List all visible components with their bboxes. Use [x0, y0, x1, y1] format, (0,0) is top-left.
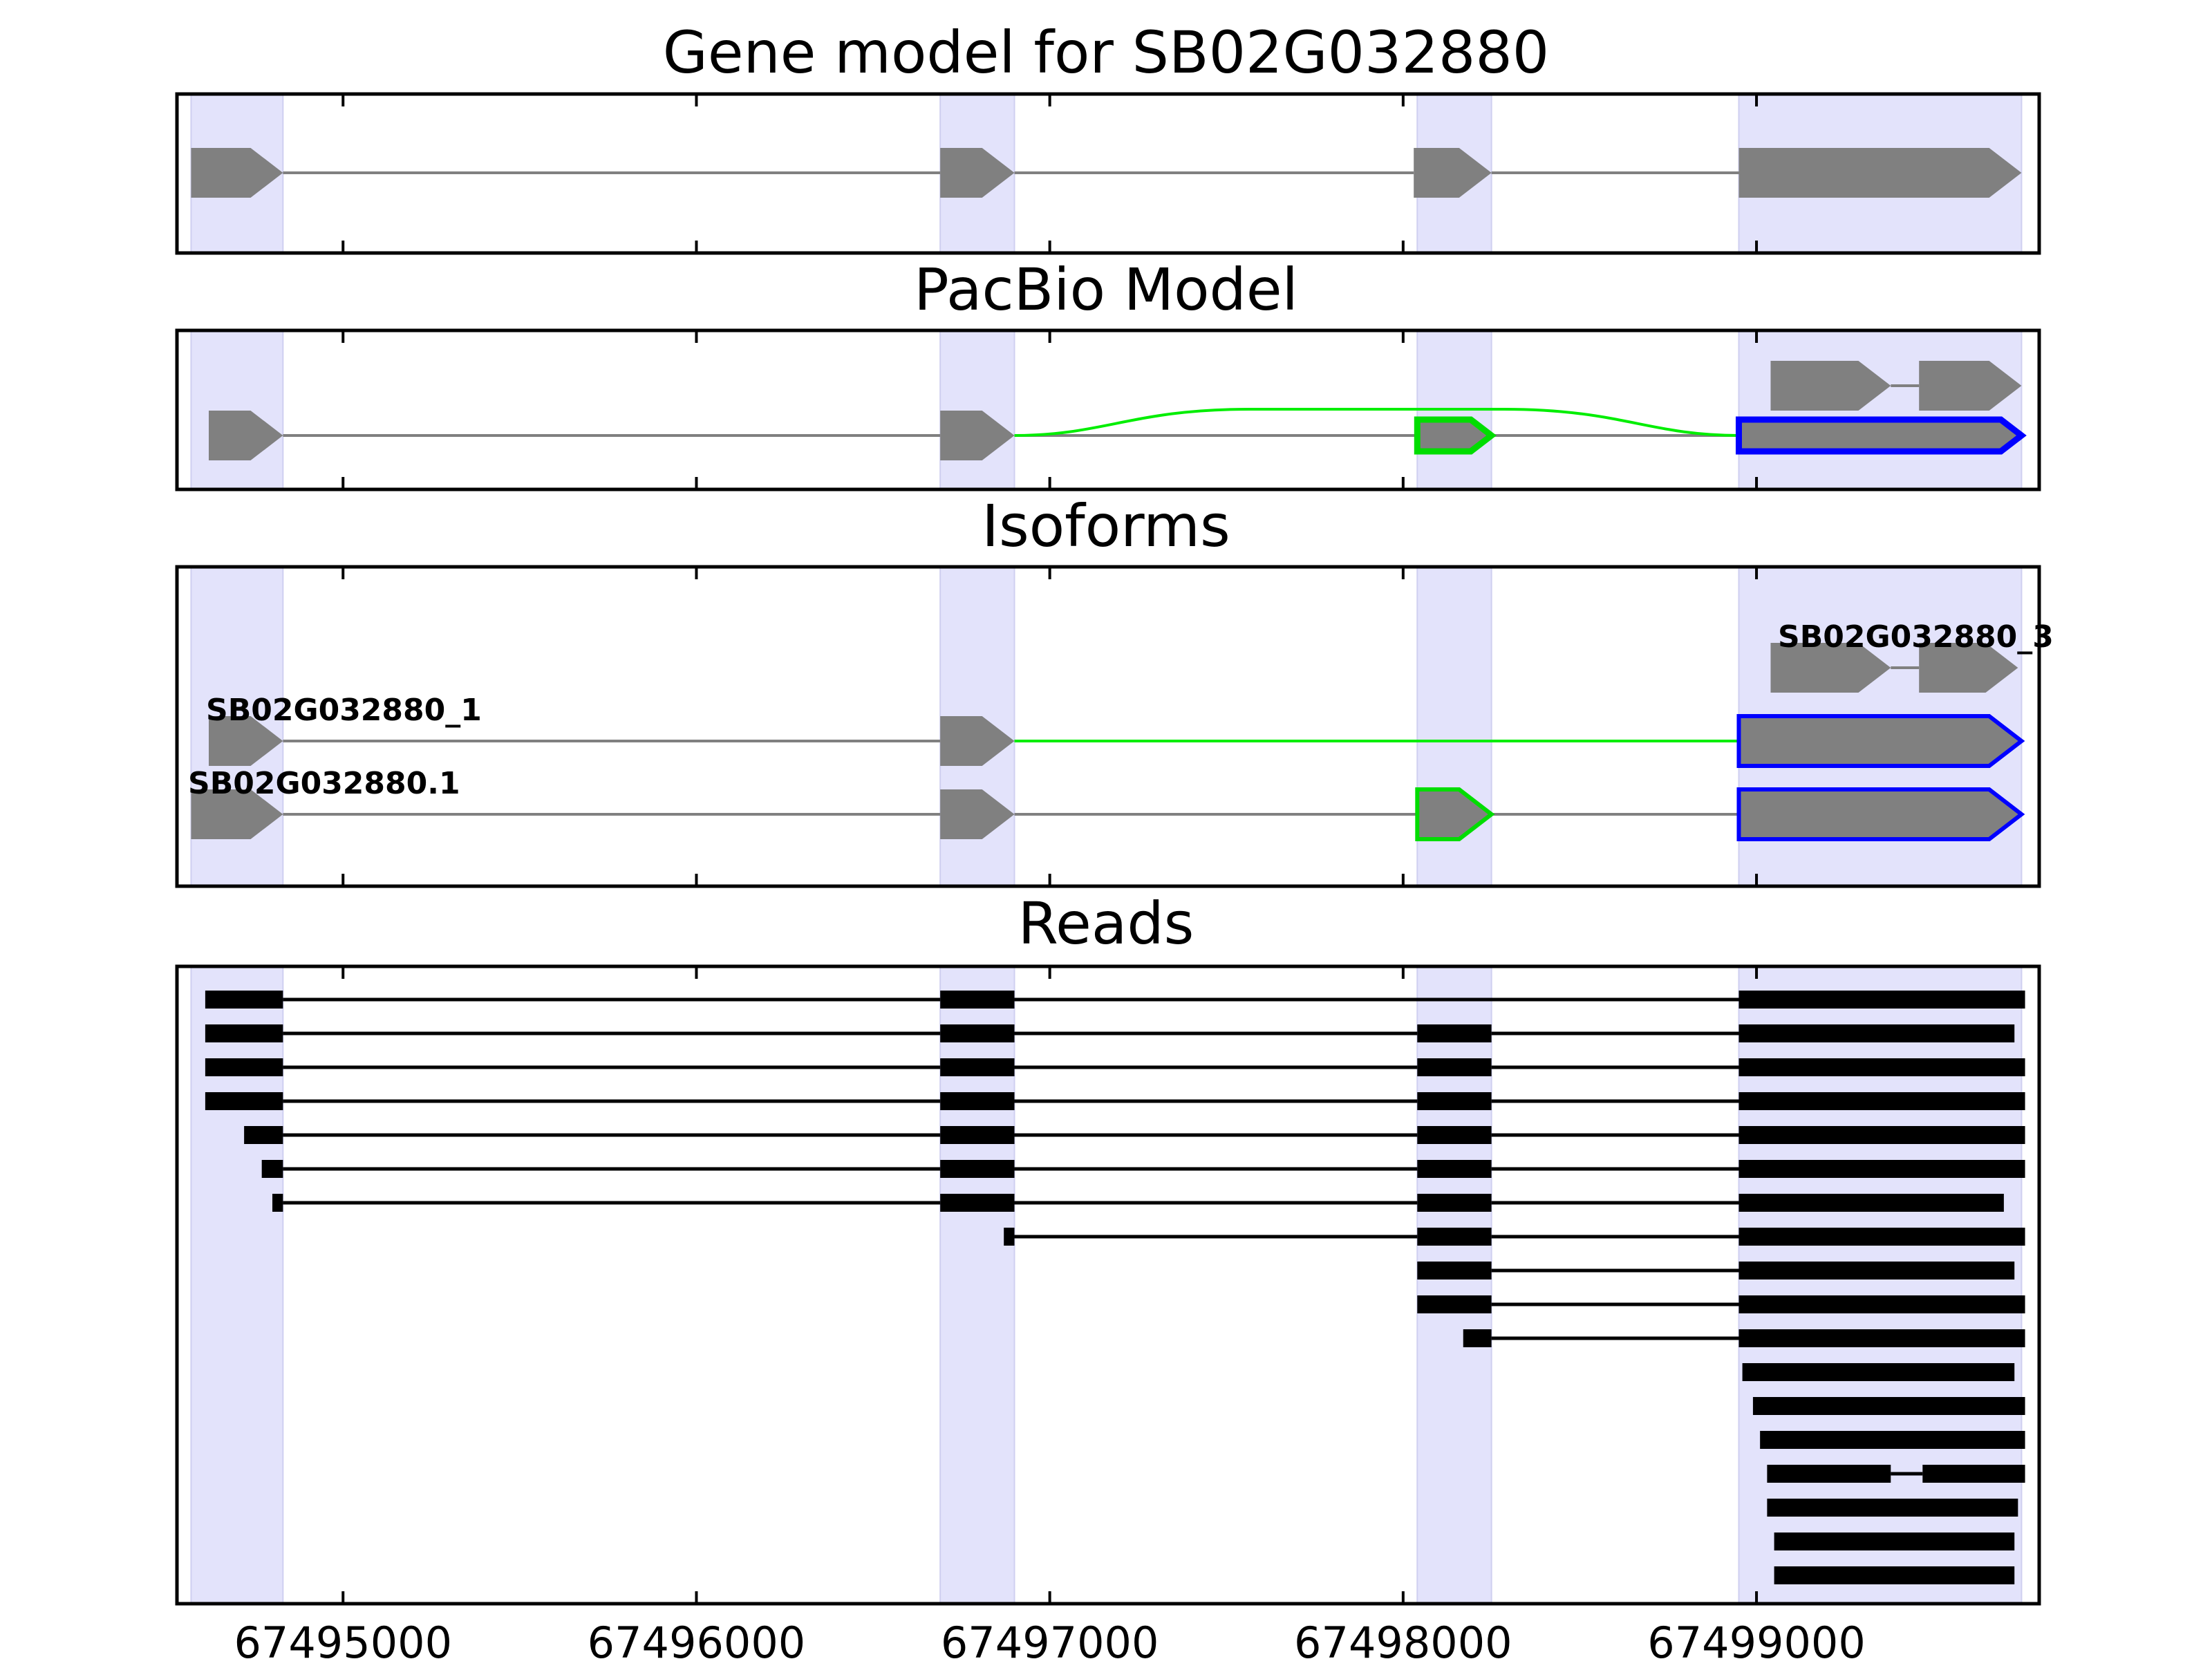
read-block [1738, 1024, 2015, 1042]
read-block [205, 1092, 283, 1110]
exon-block [1414, 416, 1497, 455]
panel-title-pacbio-model: PacBio Model [914, 256, 1298, 324]
read-block [1752, 1397, 2025, 1415]
exon-block [1919, 643, 2018, 693]
highlight-band [939, 330, 1015, 490]
read-block [1738, 1329, 2025, 1347]
read-block [205, 1058, 283, 1076]
exon-block [191, 148, 283, 198]
read-block [1767, 1499, 2018, 1517]
read-block [1767, 1465, 1891, 1483]
x-tick-label: 67496000 [588, 1618, 806, 1659]
read-block [1738, 1160, 2025, 1178]
isoform-label: SB02G032880_3 [1778, 619, 2054, 655]
exon-block [191, 789, 283, 839]
panel-frame [175, 565, 2041, 888]
read-block [1738, 1126, 2025, 1144]
x-tick-label: 67498000 [1294, 1618, 1512, 1659]
read-block [1738, 991, 2025, 1009]
skip-junction [1014, 408, 1739, 437]
panel-title-reads: Reads [1018, 890, 1194, 957]
exon-block [1919, 361, 2022, 411]
read-block [1004, 1228, 1015, 1246]
exon-block [1736, 787, 2025, 841]
read-block [940, 1126, 1015, 1144]
exon-block [1736, 714, 2025, 768]
isoform-label: SB02G032880_1 [206, 693, 482, 728]
plot-layer: SB02G032880_3 SB02G032880_1 SB02G032880.1 6… [175, 92, 2054, 1659]
exon-block [1738, 148, 2022, 198]
read-block [1738, 1228, 2025, 1246]
read-block [1738, 1092, 2025, 1110]
read-block [940, 1024, 1015, 1042]
exon-block [940, 411, 1015, 460]
read-block [1417, 1295, 1492, 1313]
read-block [1760, 1431, 2025, 1449]
x-tick-label: 67499000 [1647, 1618, 1866, 1659]
read-block [940, 1194, 1015, 1212]
read-block [205, 991, 283, 1009]
read-block [1417, 1058, 1492, 1076]
panel-frame [175, 328, 2041, 491]
panel-title-isoforms: Isoforms [982, 492, 1230, 560]
read-block [1417, 1194, 1492, 1212]
isoform-label: SB02G032880.1 [188, 766, 460, 801]
read-block [1922, 1465, 2025, 1483]
exon-block [940, 148, 1015, 198]
read-block [940, 1058, 1015, 1076]
read-block [1738, 1058, 2025, 1076]
read-block [940, 1160, 1015, 1178]
read-block [1738, 1262, 2015, 1280]
highlight-band [190, 330, 284, 490]
read-block [1742, 1363, 2015, 1381]
exon-block [1770, 361, 1891, 411]
exon-block [1770, 643, 1891, 693]
panel-frame [175, 964, 2041, 1606]
read-block [1417, 1092, 1492, 1110]
exon-block [940, 716, 1015, 766]
read-block [1774, 1566, 2015, 1584]
read-block [1417, 1126, 1492, 1144]
exon-block [209, 716, 283, 766]
read-block [1417, 1160, 1492, 1178]
read-block [940, 991, 1015, 1009]
read-block [1774, 1533, 2015, 1550]
read-block [1463, 1329, 1492, 1347]
x-tick-label: 67495000 [234, 1618, 452, 1659]
read-block [205, 1024, 283, 1042]
read-block [1738, 1194, 2004, 1212]
exon-block [1414, 148, 1492, 198]
x-tick-label: 67497000 [941, 1618, 1159, 1659]
panel-frame [175, 92, 2041, 255]
exon-block [940, 789, 1015, 839]
read-block [244, 1126, 283, 1144]
read-block [1738, 1295, 2025, 1313]
exon-block [1735, 416, 2027, 455]
read-block [1417, 1262, 1492, 1280]
read-block [1417, 1024, 1492, 1042]
read-block [1417, 1228, 1492, 1246]
exon-block [209, 411, 283, 460]
panel-title-gene-model: Gene model for SB02G032880 [663, 19, 1549, 86]
exon-block [1415, 787, 1495, 841]
read-block [261, 1160, 283, 1178]
read-block [272, 1194, 283, 1212]
read-block [940, 1092, 1015, 1110]
